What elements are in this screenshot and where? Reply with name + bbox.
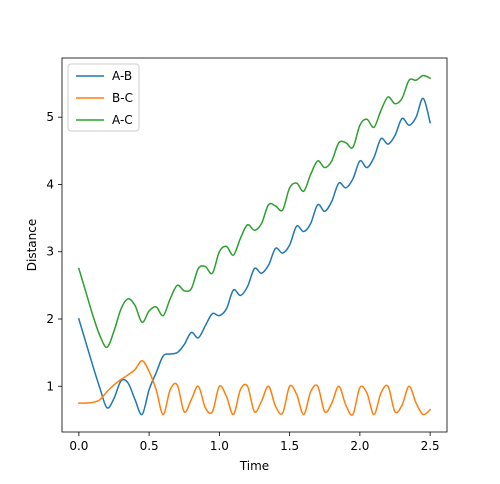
y-tick-label: 2 [46,312,54,326]
y-tick-label: 3 [46,245,54,259]
series-line-a-c [77,74,432,348]
y-tick-label: 5 [46,110,54,124]
x-tick-label: 1.0 [210,439,229,453]
plot-frame [61,57,448,433]
series-layer [77,74,432,416]
legend-label: A-B [112,69,132,83]
x-axis-label: Time [239,459,269,473]
y-tick-label: 4 [46,177,54,191]
y-axis-label: Distance [25,219,39,271]
x-tick-label: 2.5 [421,439,440,453]
x-axis: 0.0 0.5 1.0 1.5 2.0 2.5 [69,432,440,453]
y-axis: 1 2 3 4 5 [46,110,62,393]
x-tick-label: 2.0 [350,439,369,453]
legend-label: A-C [112,113,133,127]
series-line-b-c [78,359,432,416]
y-tick-label: 1 [46,379,54,393]
legend-label: B-C [112,91,133,105]
x-tick-label: 1.5 [280,439,299,453]
series-line-a-b [77,97,432,416]
x-tick-label: 0.5 [140,439,159,453]
x-tick-label: 0.0 [69,439,88,453]
legend: A-B B-C A-C [67,63,140,132]
